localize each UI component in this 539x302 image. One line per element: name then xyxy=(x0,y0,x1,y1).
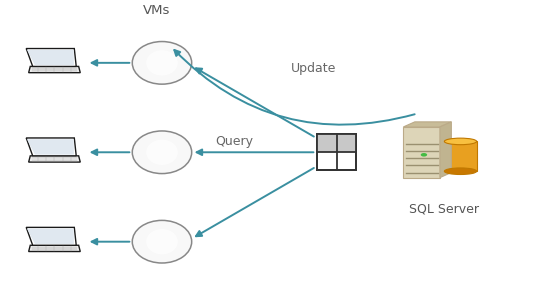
Polygon shape xyxy=(29,66,80,73)
Polygon shape xyxy=(27,50,74,65)
Ellipse shape xyxy=(146,50,178,76)
Ellipse shape xyxy=(132,220,192,263)
Bar xyxy=(317,134,356,170)
Polygon shape xyxy=(29,156,80,162)
Ellipse shape xyxy=(132,42,192,84)
Bar xyxy=(317,134,356,152)
Polygon shape xyxy=(440,122,451,178)
Polygon shape xyxy=(27,229,74,244)
Polygon shape xyxy=(26,138,76,156)
Text: Query: Query xyxy=(216,135,254,148)
Text: SQL Server: SQL Server xyxy=(409,203,479,216)
Polygon shape xyxy=(27,139,74,155)
Polygon shape xyxy=(29,245,80,252)
Bar xyxy=(444,141,476,171)
Polygon shape xyxy=(403,122,451,127)
Text: VMs: VMs xyxy=(143,4,170,17)
Text: Update: Update xyxy=(291,62,336,75)
Ellipse shape xyxy=(132,131,192,174)
Polygon shape xyxy=(26,227,76,245)
Ellipse shape xyxy=(146,140,178,165)
Ellipse shape xyxy=(444,138,476,145)
Ellipse shape xyxy=(444,168,476,175)
Circle shape xyxy=(421,153,427,157)
Polygon shape xyxy=(26,49,76,66)
Ellipse shape xyxy=(146,229,178,254)
Bar xyxy=(403,127,440,178)
